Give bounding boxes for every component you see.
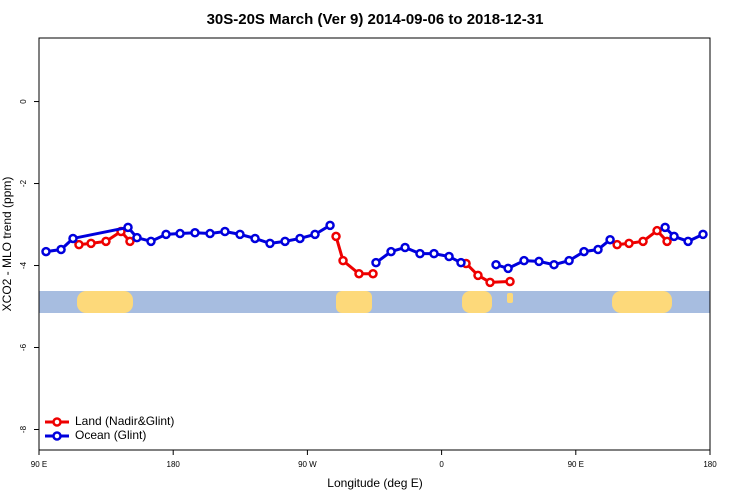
land-mask [39,291,710,313]
point [429,248,439,259]
point [683,236,693,247]
point [662,236,672,247]
point [280,236,290,247]
point [338,255,348,266]
mask-band [39,291,710,313]
point [415,248,425,259]
point [593,244,603,255]
x-tick-label: 90 E [568,460,584,469]
point [669,231,679,242]
point [190,227,200,238]
point [325,220,335,231]
point [101,236,111,247]
legend-marker [52,431,62,441]
point [41,246,51,257]
point [161,229,171,240]
y-axis-label: XCO2 - MLO trend (ppm) [0,177,14,312]
point [456,257,466,268]
x-tick-label: 0 [439,460,444,469]
chart-title: 30S-20S March (Ver 9) 2014-09-06 to 2018… [207,11,544,28]
legend-label: Land (Nadir&Glint) [75,414,174,428]
point [579,246,589,257]
point [250,233,260,244]
point [638,236,648,247]
x-axis-label: Longitude (deg E) [327,476,422,490]
mask-land [612,291,672,313]
point [295,233,305,244]
point [205,228,215,239]
point [564,255,574,266]
point [503,263,513,274]
x-tick-label: 90 E [31,460,47,469]
x-tick-label: 180 [703,460,717,469]
point [660,222,670,233]
point [265,238,275,249]
point [505,276,515,287]
point [220,226,230,237]
point [371,257,381,268]
point [612,239,622,250]
point [386,246,396,257]
y-tick-label: -4 [19,261,28,269]
point [125,236,135,247]
mask-land [77,291,133,313]
y-tick-label: -2 [19,179,28,187]
point [698,229,708,240]
point [444,251,454,262]
point [473,270,483,281]
point [235,229,245,240]
mask-land [336,291,372,313]
point [68,233,78,244]
point [123,222,133,233]
point [549,259,559,270]
x-tick-label: 180 [167,460,181,469]
y-tick-label: -6 [19,343,28,351]
legend-label: Ocean (Glint) [75,428,146,442]
plot-frame [38,37,711,451]
point [605,234,615,245]
point [310,229,320,240]
y-tick-label: 0 [19,99,28,104]
point [354,268,364,279]
point [331,231,341,242]
point [624,238,634,249]
point [534,256,544,267]
point [132,232,142,243]
point [86,238,96,249]
point [400,242,410,253]
point [519,255,529,266]
y-tick-label: -8 [19,425,28,433]
point [74,239,84,250]
mask-land [462,291,492,313]
point [175,228,185,239]
point [491,259,501,270]
point [146,236,156,247]
point [652,225,662,236]
point [485,277,495,288]
legend-marker [52,417,62,427]
x-tick-label: 90 W [298,460,317,469]
point [56,244,66,255]
mask-land [507,293,513,303]
point [368,268,378,279]
